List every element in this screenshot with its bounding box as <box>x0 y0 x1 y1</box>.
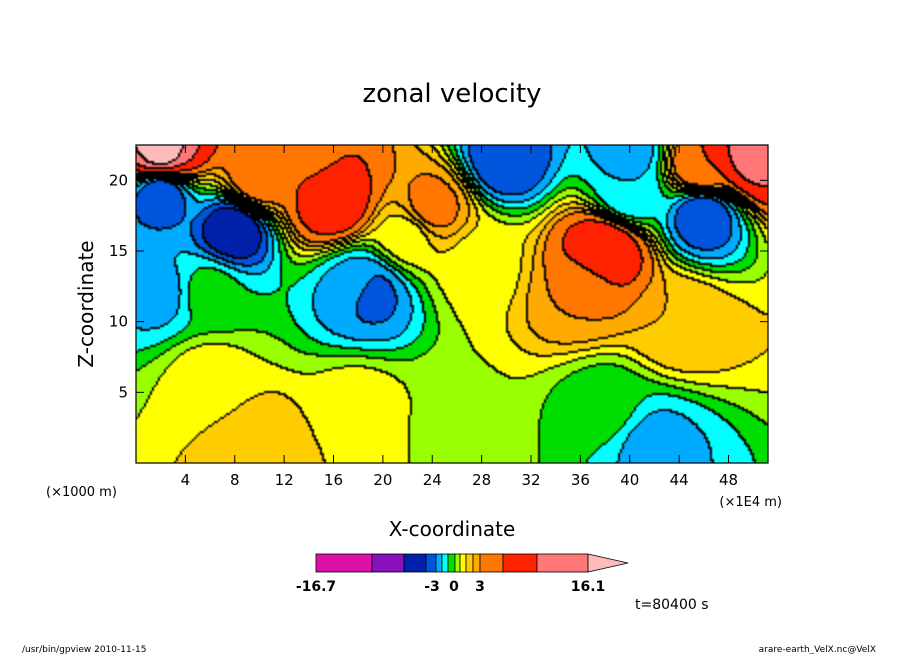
time-label: t=80400 s <box>635 597 709 613</box>
y-tick-label: 15 <box>109 242 128 260</box>
colorbar-swatch <box>371 553 405 573</box>
colorbar-swatch <box>403 553 427 573</box>
colorbar-swatch <box>479 553 504 573</box>
x-tick-label: 16 <box>324 471 343 489</box>
colorbar-tick-label: -3 <box>424 579 440 595</box>
x-unit-right: (×1E4 m) <box>719 495 782 510</box>
colorbar-swatch <box>315 553 373 573</box>
colorbar-swatch <box>435 553 443 573</box>
heatmap-field <box>136 145 768 463</box>
footer-left: /usr/bin/gpview 2010-11-15 <box>22 645 146 654</box>
colorbar-swatch <box>459 553 467 573</box>
x-tick-label: 12 <box>275 471 294 489</box>
colorbar-swatch <box>472 553 481 573</box>
colorbar-swatch <box>425 553 437 573</box>
colorbar-tick-label: 3 <box>475 579 485 595</box>
colorbar-swatch <box>441 553 449 573</box>
colorbar-swatch <box>447 553 456 573</box>
x-tick-label: 32 <box>521 471 540 489</box>
colorbar-swatch <box>454 553 461 573</box>
colorbar-swatch <box>536 553 589 573</box>
footer-right: arare-earth_VelX.nc@VelX <box>759 645 876 654</box>
x-tick-label: 28 <box>472 471 491 489</box>
x-tick-label: 8 <box>230 471 240 489</box>
y-tick-label: 20 <box>109 171 128 189</box>
colorbar <box>315 553 629 573</box>
x-tick-label: 24 <box>423 471 442 489</box>
x-axis-label: X-coordinate <box>389 517 516 541</box>
y-axis-label: Z-coordinate <box>74 240 98 367</box>
x-unit-left: (×1000 m) <box>46 485 117 500</box>
colorbar-swatch <box>502 553 538 573</box>
y-tick-label: 5 <box>118 383 128 401</box>
plot-frame <box>135 144 769 464</box>
colorbar-tick-label: 16.1 <box>571 579 606 595</box>
x-tick-label: 44 <box>670 471 689 489</box>
x-tick-label: 20 <box>373 471 392 489</box>
x-tick-label: 36 <box>571 471 590 489</box>
y-axis-ticks: 5 10 15 20 <box>109 171 768 401</box>
x-tick-label: 40 <box>620 471 639 489</box>
y-tick-label: 10 <box>109 313 128 331</box>
x-tick-label: 4 <box>181 471 191 489</box>
colorbar-labels: -16.7 -3 0 3 16.1 <box>296 579 605 595</box>
colorbar-swatch <box>465 553 474 573</box>
chart-title: zonal velocity <box>362 79 541 109</box>
colorbar-tick-label: 0 <box>449 579 459 595</box>
x-axis-ticks: 4 8 12 16 20 24 28 32 36 40 44 48 <box>181 145 738 489</box>
colorbar-arrow <box>587 553 629 573</box>
x-tick-label: 48 <box>719 471 738 489</box>
colorbar-tick-label: -16.7 <box>296 579 336 595</box>
